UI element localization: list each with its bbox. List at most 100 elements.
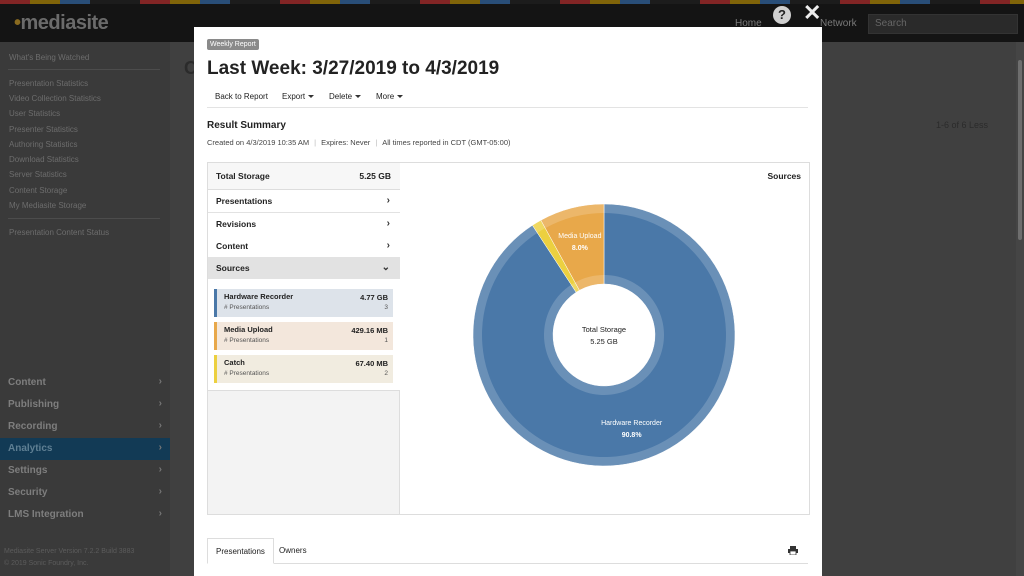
print-icon[interactable]	[788, 546, 798, 555]
expires-text: Expires: Never	[321, 138, 371, 147]
chevron-right-icon: ›	[158, 486, 162, 497]
summary-item-content[interactable]: Content ›	[208, 235, 400, 258]
chevron-down-icon: ⌄	[381, 262, 390, 273]
background-heading: C	[184, 58, 197, 78]
chevron-right-icon: ›	[386, 240, 390, 251]
donut-center-value: 5.25 GB	[590, 337, 618, 346]
result-summary-heading: Result Summary	[207, 120, 286, 131]
source-amount: 67.40 MB	[355, 359, 388, 368]
divider	[8, 218, 160, 219]
report-modal: Weekly Report Last Week: 3/27/2019 to 4/…	[194, 27, 822, 576]
timezone-text: All times reported in CDT (GMT-05:00)	[382, 138, 511, 147]
chart-title: Sources	[767, 171, 801, 181]
sidebar-link[interactable]: What's Being Watched	[9, 53, 90, 62]
sidebar-link[interactable]: My Mediasite Storage	[9, 201, 87, 210]
slice-rim	[540, 204, 604, 229]
slice-media-upload[interactable]	[540, 203, 605, 291]
page-title: Last Week: 3/27/2019 to 4/3/2019	[207, 58, 500, 79]
sidebar-item-security[interactable]: Security ›	[8, 486, 162, 498]
summary-item-revisions[interactable]: Revisions ›	[208, 213, 400, 236]
source-count: 1	[384, 337, 388, 344]
source-count: 2	[384, 370, 388, 377]
chevron-right-icon: ›	[158, 464, 162, 475]
copyright-text: © 2019 Sonic Foundry, Inc.	[4, 560, 89, 567]
summary-item-presentations[interactable]: Presentations ›	[208, 190, 400, 213]
chevron-right-icon: ›	[158, 398, 162, 409]
mediasite-logo[interactable]: •mediasite	[14, 12, 109, 34]
source-name: Media Upload	[224, 325, 273, 334]
scrollbar-thumb[interactable]	[1018, 60, 1022, 240]
divider	[8, 69, 160, 70]
slice-percent-label: 90.8%	[622, 432, 643, 439]
slice-rim	[532, 220, 546, 233]
sidebar-link[interactable]: Presentation Content Status	[9, 228, 110, 237]
sidebar-item-settings[interactable]: Settings ›	[8, 464, 162, 476]
close-icon[interactable]: ✕	[803, 0, 822, 25]
sidebar-link[interactable]: Presenter Statistics	[9, 125, 78, 134]
chevron-right-icon: ›	[386, 195, 390, 206]
caret-down-icon	[308, 95, 315, 99]
slice-hardware-recorder[interactable]	[472, 203, 736, 467]
summary-panel: Total Storage 5.25 GB Presentations › Rev…	[207, 162, 810, 515]
sidebar-link[interactable]: Authoring Statistics	[9, 140, 78, 149]
donut-center-label: Total Storage	[582, 325, 626, 334]
chevron-right-icon: ›	[158, 376, 162, 387]
summary-item-sources[interactable]: Sources ⌄	[208, 257, 400, 280]
more-menu-button[interactable]: More	[376, 92, 404, 101]
report-type-badge: Weekly Report	[207, 39, 259, 50]
chevron-right-icon: ›	[158, 420, 162, 431]
sidebar-item-content[interactable]: Content ›	[8, 376, 162, 388]
chevron-right-icon: ›	[158, 508, 162, 519]
sidebar-link[interactable]: Video Collection Statistics	[9, 94, 101, 103]
sidebar-item-publishing[interactable]: Publishing ›	[8, 398, 162, 410]
source-sub-label: # Presentations	[224, 304, 270, 311]
source-name: Hardware Recorder	[224, 292, 294, 301]
slice-percent-label: 8.0%	[572, 245, 589, 252]
back-to-report-button[interactable]: Back to Report	[215, 92, 268, 101]
help-icon[interactable]: ?	[773, 6, 791, 24]
sidebar-link[interactable]: Presentation Statistics	[9, 79, 89, 88]
sidebar-link[interactable]: Content Storage	[9, 186, 68, 195]
slice-inner-rim	[575, 275, 604, 291]
tab-presentations[interactable]: Presentations	[207, 538, 274, 564]
tab-owners[interactable]: Owners	[279, 546, 307, 555]
slice-label: Hardware Recorder	[601, 420, 663, 427]
sidebar-link[interactable]: Download Statistics	[9, 155, 79, 164]
search-input[interactable]: Search	[868, 14, 1018, 34]
source-amount: 429.16 MB	[351, 326, 388, 335]
tab-bar: Presentations Owners	[207, 538, 808, 564]
total-storage-value: 5.25 GB	[359, 171, 391, 181]
export-menu-button[interactable]: Export	[282, 92, 315, 101]
source-sub-label: # Presentations	[224, 337, 270, 344]
version-text: Mediasite Server Version 7.2.2 Build 388…	[4, 548, 135, 555]
summary-list: Total Storage 5.25 GB Presentations › Rev…	[208, 163, 400, 514]
scrollbar[interactable]	[1016, 42, 1024, 576]
sources-list: Hardware Recorder 4.77 GB # Presentation…	[208, 279, 400, 391]
source-item-catch[interactable]: Catch 67.40 MB # Presentations 2	[214, 355, 393, 383]
source-item-hardware-recorder[interactable]: Hardware Recorder 4.77 GB # Presentation…	[214, 289, 393, 317]
chevron-right-icon: ›	[386, 218, 390, 229]
caret-down-icon	[355, 95, 362, 99]
total-storage-row: Total Storage 5.25 GB	[208, 163, 400, 190]
sidebar-link[interactable]: Server Statistics	[9, 170, 67, 179]
sources-chart-pane: Sources Hardware Recorder 90.8% Media Uplo…	[401, 163, 809, 514]
sidebar-link[interactable]: User Statistics	[9, 109, 61, 118]
created-date: Created on 4/3/2019 10:35 AM	[207, 138, 310, 147]
sidebar-item-analytics[interactable]: Analytics ›	[0, 438, 170, 460]
chevron-right-icon: ›	[158, 442, 162, 453]
source-name: Catch	[224, 358, 245, 367]
sidebar-item-recording[interactable]: Recording ›	[8, 420, 162, 432]
caret-down-icon	[397, 95, 404, 99]
network-link[interactable]: Network	[820, 18, 857, 29]
home-link[interactable]: Home	[735, 18, 762, 29]
delete-menu-button[interactable]: Delete	[329, 92, 362, 101]
total-storage-label: Total Storage	[216, 171, 270, 181]
sidebar-item-lms-integration[interactable]: LMS Integration ›	[8, 508, 162, 520]
source-count: 3	[384, 304, 388, 311]
slice-inner-rim	[544, 275, 664, 395]
brand-stripe	[0, 0, 1024, 4]
source-item-media-upload[interactable]: Media Upload 429.16 MB # Presentations 1	[214, 322, 393, 350]
report-meta: Created on 4/3/2019 10:35 AM | Expires: Ne…	[207, 138, 511, 147]
slice-label: Media Upload	[558, 233, 601, 240]
toolbar: Back to Report Export Delete More	[207, 87, 808, 108]
